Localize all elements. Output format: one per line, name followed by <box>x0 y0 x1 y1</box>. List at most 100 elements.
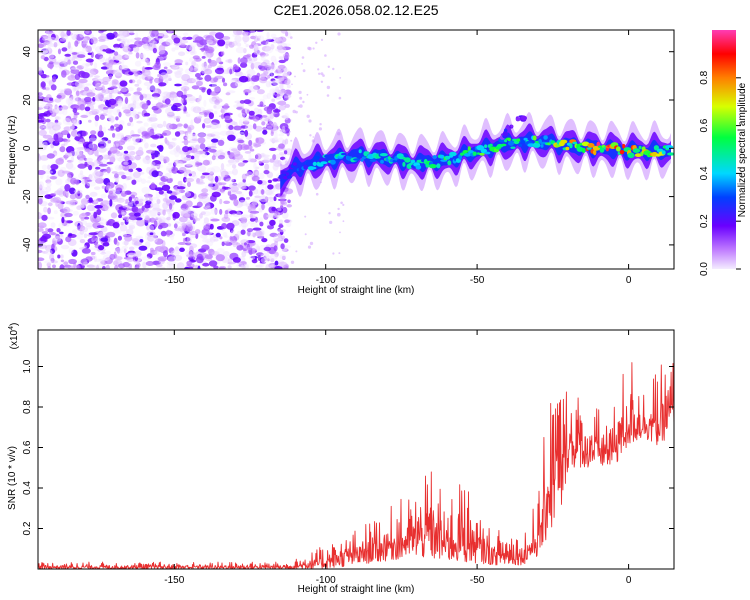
noise-blob <box>176 262 185 269</box>
noise-blob <box>38 67 43 72</box>
spectrogram-y-tick-label: -40 <box>22 237 33 252</box>
noise-blob <box>96 198 104 202</box>
noise-blob <box>121 40 126 49</box>
noise-blob <box>38 132 42 136</box>
noise-blob <box>138 73 144 79</box>
noise-blob <box>276 101 284 105</box>
noise-blob <box>65 115 72 123</box>
noise-blob <box>127 223 135 227</box>
noise-blob <box>201 244 210 251</box>
noise-dot <box>302 69 306 73</box>
noise-blob <box>243 37 247 45</box>
noise-dot <box>332 252 335 255</box>
noise-blob <box>248 58 252 61</box>
noise-blob <box>117 171 125 176</box>
noise-blob <box>216 57 222 64</box>
noise-blob <box>286 204 293 208</box>
noise-blob <box>214 99 220 106</box>
noise-blob <box>85 45 92 53</box>
noise-blob <box>223 103 229 110</box>
noise-blob <box>155 263 163 267</box>
noise-blob <box>186 36 193 40</box>
noise-blob <box>144 142 149 149</box>
noise-blob <box>92 234 96 241</box>
noise-blob <box>69 193 77 200</box>
noise-blob <box>132 94 141 102</box>
snr-y-scale-base: (x10 <box>9 329 20 349</box>
noise-blob <box>52 196 61 203</box>
noise-blob <box>42 251 48 254</box>
ridge-blob <box>523 137 528 141</box>
noise-blob <box>259 101 264 107</box>
noise-blob <box>202 238 212 243</box>
noise-blob <box>205 205 211 210</box>
noise-blob <box>164 77 168 82</box>
noise-blob <box>70 156 75 163</box>
noise-blob <box>43 170 54 175</box>
colorbar-ticks: 0.0 0.2 0.4 0.6 0.8 <box>699 70 741 276</box>
noise-blob <box>213 86 221 93</box>
noise-blob <box>52 238 56 244</box>
noise-blob <box>79 239 86 244</box>
noise-blob <box>67 174 72 179</box>
noise-blob <box>94 75 100 78</box>
noise-blob <box>267 179 272 184</box>
noise-blob <box>190 51 195 56</box>
ridge-blob <box>312 161 317 166</box>
noise-blob <box>81 63 89 69</box>
noise-blob <box>53 210 58 215</box>
noise-blob <box>230 78 238 83</box>
noise-blob <box>67 41 71 49</box>
snr-x-tick-label: -150 <box>164 575 184 586</box>
noise-blob <box>206 108 214 112</box>
noise-blob <box>242 178 246 183</box>
noise-blob <box>157 73 162 78</box>
noise-blob <box>138 146 144 154</box>
noise-blob <box>166 123 173 130</box>
noise-blob <box>149 85 156 93</box>
ridge-blob <box>587 143 595 148</box>
ridge-blob <box>358 149 362 154</box>
snr-y-scale-exponent: 4 <box>8 326 15 330</box>
noise-dot <box>320 38 324 42</box>
noise-blob <box>88 143 95 149</box>
noise-blob <box>260 153 265 157</box>
noise-blob <box>66 82 75 86</box>
noise-blob <box>244 129 249 137</box>
noise-blob <box>226 222 235 230</box>
noise-blob <box>114 195 118 200</box>
noise-blob <box>255 153 262 160</box>
secondary-peak-blob <box>520 115 527 121</box>
noise-blob <box>123 161 129 166</box>
noise-blob <box>265 263 271 269</box>
ridge-blob <box>501 143 507 147</box>
noise-blob <box>151 96 159 100</box>
ridge-blob <box>380 159 384 164</box>
noise-blob <box>201 228 210 236</box>
noise-blob <box>246 53 252 58</box>
noise-blob <box>259 65 266 71</box>
noise-blob <box>110 61 117 65</box>
noise-blob <box>198 113 205 117</box>
noise-blob <box>256 245 260 252</box>
noise-blob <box>164 172 172 180</box>
noise-blob <box>166 190 173 194</box>
noise-blob <box>179 39 189 44</box>
ridge-blob <box>667 152 674 156</box>
noise-blob <box>208 112 214 120</box>
noise-blob <box>162 209 166 216</box>
noise-blob <box>222 231 228 238</box>
noise-blob <box>120 89 128 94</box>
noise-blob <box>152 47 157 54</box>
noise-blob <box>46 181 52 188</box>
noise-dot <box>338 252 341 255</box>
noise-blob <box>225 92 231 96</box>
noise-blob <box>271 138 276 144</box>
noise-blob <box>42 96 52 100</box>
noise-blob <box>152 203 160 210</box>
noise-blob <box>49 168 57 175</box>
spectrogram-y-tick-label: -20 <box>22 189 33 204</box>
spectrogram-y-tick-label: 20 <box>22 94 33 106</box>
noise-blob <box>161 95 167 101</box>
noise-blob <box>254 125 263 132</box>
